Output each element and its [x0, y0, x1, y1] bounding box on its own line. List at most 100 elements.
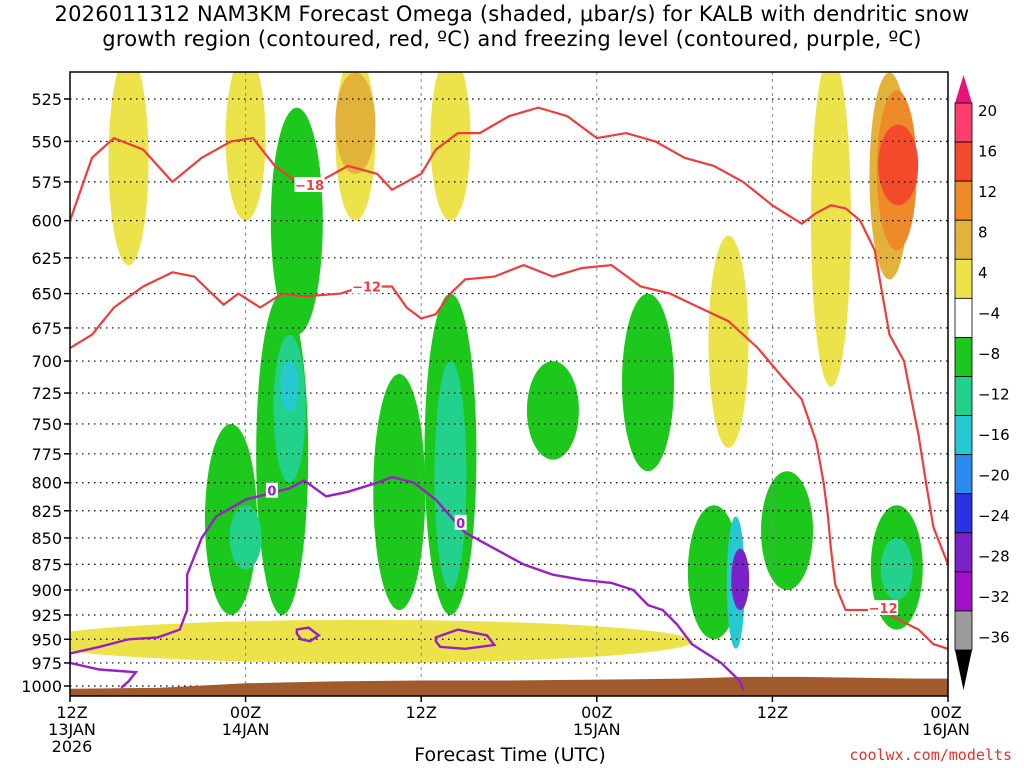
- omega-blob: [434, 361, 467, 591]
- colorbar-label: 12: [978, 183, 997, 201]
- colorbar-label: −8: [978, 345, 1000, 363]
- dendritic-contour-label: −18: [295, 179, 324, 194]
- contour-label-bg: [265, 482, 278, 498]
- y-tick-label: 600: [31, 212, 62, 231]
- credit-text: coolwx.com/modelts: [849, 746, 1012, 764]
- omega-blob: [280, 361, 299, 412]
- colorbar-swatch: [954, 337, 973, 377]
- omega-blob: [70, 619, 693, 663]
- freezing-level-label: 0: [267, 485, 276, 500]
- x-tick-label: 13JAN: [48, 720, 96, 739]
- title-line-1: 2026011312 NAM3KM Forecast Omega (shaded…: [54, 2, 970, 26]
- y-tick-label: 800: [31, 474, 62, 493]
- omega-blob: [761, 471, 814, 591]
- colorbar-swatch: [954, 610, 973, 651]
- y-tick-label: 975: [31, 654, 62, 673]
- y-tick-label: 875: [31, 555, 62, 574]
- omega-blob: [878, 124, 919, 206]
- x-axis-title: Forecast Time (UTC): [414, 744, 606, 766]
- chart-title: 2026011312 NAM3KM Forecast Omega (shaded…: [0, 2, 1024, 52]
- y-tick-label: 675: [31, 319, 62, 338]
- freezing-level-loop: [434, 628, 497, 651]
- y-tick-label: 950: [31, 630, 62, 649]
- y-tick-label: 650: [31, 285, 62, 304]
- x-tick-label: 16JAN: [922, 720, 970, 739]
- y-tick-label: 700: [31, 352, 62, 371]
- omega-blob: [731, 548, 750, 611]
- omega-blob: [270, 107, 323, 335]
- colorbar-label: −24: [978, 507, 1010, 525]
- x-tick-label: 12Z: [406, 703, 437, 722]
- colorbar-swatch: [954, 141, 973, 182]
- colorbar-swatch: [954, 454, 973, 495]
- omega-blob: [373, 373, 426, 611]
- colorbar: 20 16 12 8 4 −4 −8 −12 −16 −20 −24 −28 −32 −36: [954, 75, 1010, 690]
- colorbar-label: −28: [978, 548, 1010, 566]
- y-axis: 525 550 575 600 625 650 675 700 725 750 775 800 825 8…: [21, 90, 70, 696]
- colorbar-label: −4: [978, 305, 1000, 323]
- colorbar-swatch: [954, 415, 973, 456]
- y-tick-label: 900: [31, 581, 62, 600]
- colorbar-label: 16: [978, 143, 997, 161]
- x-tick-label: 12Z: [757, 703, 788, 722]
- x-tick-label: 00Z: [230, 703, 261, 722]
- contour-label-bg: [294, 177, 325, 193]
- plot-border: [69, 71, 949, 697]
- x-tick-label: 15JAN: [573, 720, 621, 739]
- y-tick-label: 750: [31, 415, 62, 434]
- y-tick-label: 1000: [21, 677, 62, 696]
- y-tick-label: 575: [31, 173, 62, 192]
- x-tick-label: 12Z: [56, 703, 87, 722]
- colorbar-swatch: [954, 219, 973, 260]
- dendritic-contour-label: −12: [352, 281, 381, 296]
- colorbar-label: −32: [978, 588, 1010, 606]
- y-tick-label: 725: [31, 384, 62, 403]
- colorbar-label: 20: [978, 102, 997, 120]
- omega-blob: [708, 235, 749, 448]
- colorbar-swatch: [954, 571, 973, 612]
- y-tick-label: 850: [31, 529, 62, 548]
- freezing-level-label: 0: [456, 517, 465, 532]
- x-tick-label: 14JAN: [222, 720, 270, 739]
- colorbar-label: −36: [978, 629, 1010, 647]
- colorbar-swatch: [954, 180, 973, 221]
- colorbar-label: −16: [978, 426, 1010, 444]
- colorbar-swatch: [954, 493, 973, 534]
- colorbar-label: −12: [978, 386, 1010, 404]
- y-tick-label: 625: [31, 249, 62, 268]
- colorbar-bottom-arrow: [955, 650, 972, 690]
- omega-blob: [880, 537, 913, 601]
- terrain-fill: [70, 676, 948, 696]
- colorbar-swatch: [954, 376, 973, 416]
- title-line-2: growth region (contoured, red, ºC) and f…: [102, 27, 922, 51]
- colorbar-label: 4: [978, 264, 988, 282]
- omega-blob: [526, 361, 579, 460]
- y-tick-label: 775: [31, 445, 62, 464]
- dendritic-contour-label: −12: [869, 602, 898, 617]
- omega-blob: [335, 72, 376, 174]
- dendritic-contour-line: [70, 263, 948, 650]
- contour-label-bg: [868, 600, 899, 616]
- omega-shading: [70, 72, 923, 663]
- plot-frame: [69, 71, 949, 697]
- omega-blob: [229, 505, 262, 570]
- omega-blob: [225, 72, 266, 221]
- y-tick-label: 525: [31, 90, 62, 109]
- y-tick-label: 825: [31, 502, 62, 521]
- colorbar-swatch: [954, 532, 973, 573]
- y-tick-label: 925: [31, 606, 62, 625]
- x-tick-label: 00Z: [581, 703, 612, 722]
- contours: −18 −12 −12 0 0: [70, 106, 948, 691]
- colorbar-label: 8: [978, 224, 988, 242]
- omega-blob: [810, 72, 851, 387]
- x-tick-label: 00Z: [930, 703, 961, 722]
- colorbar-top-arrow: [955, 75, 972, 103]
- colorbar-label: −20: [978, 467, 1010, 485]
- contour-label-bg: [351, 278, 382, 294]
- y-tick-label: 550: [31, 132, 62, 151]
- omega-blob: [430, 72, 471, 221]
- omega-blob: [687, 505, 740, 640]
- colorbar-swatch: [954, 297, 973, 338]
